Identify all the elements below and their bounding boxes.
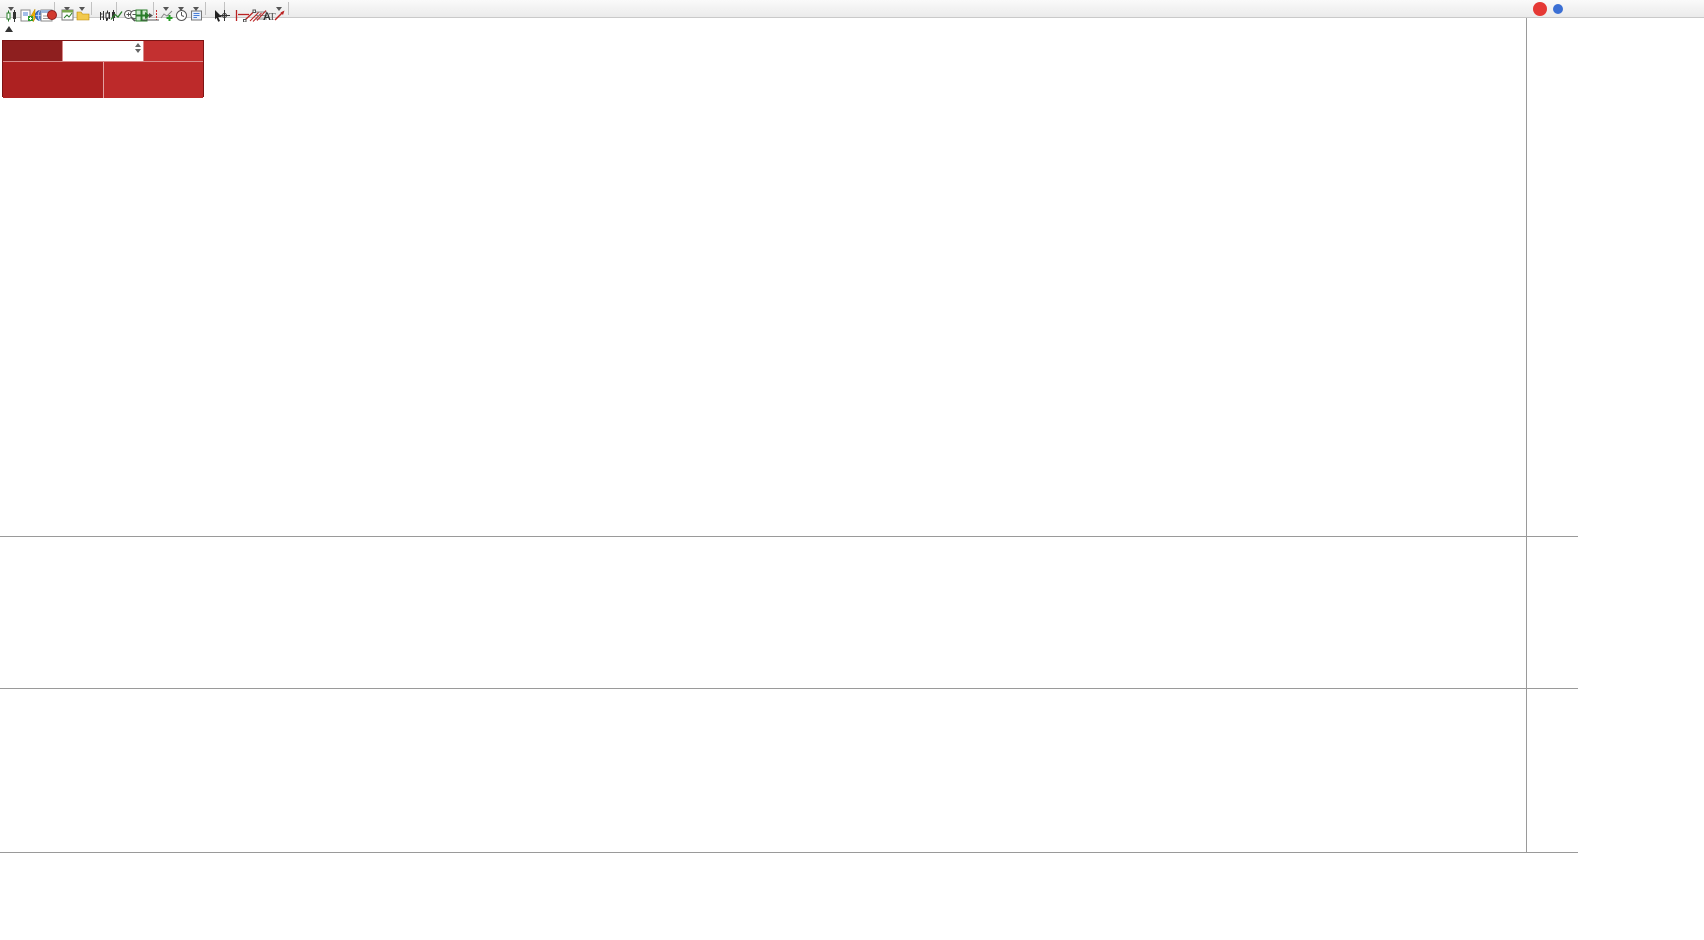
new-chart-button[interactable] — [58, 1, 74, 20]
volume-box — [63, 41, 143, 61]
label-tool-button[interactable]: T — [264, 1, 276, 22]
vertical-line-button[interactable] — [228, 1, 238, 21]
panel-separator — [0, 852, 1578, 853]
templates-button[interactable] — [187, 1, 202, 20]
auto-trading-button[interactable] — [43, 1, 57, 20]
trendline-button[interactable] — [240, 1, 256, 22]
chevron-down-icon — [163, 6, 169, 11]
sell-price-display[interactable] — [3, 62, 104, 98]
crosshair-button[interactable] — [215, 1, 230, 21]
text-tool-button[interactable]: A — [258, 1, 271, 22]
price-axis-border — [1526, 18, 1527, 852]
periods-button[interactable] — [172, 1, 187, 21]
symbol-ohlc-header — [5, 26, 50, 32]
toolbar-separator — [153, 2, 154, 15]
tile-windows-button[interactable] — [132, 1, 148, 21]
toolbar: A T — [0, 0, 1704, 22]
svg-text:T: T — [269, 11, 276, 22]
volume-input[interactable] — [65, 42, 133, 60]
buy-button[interactable] — [143, 41, 203, 61]
notification-badge[interactable] — [1533, 2, 1547, 16]
svg-text:A: A — [263, 11, 271, 22]
sell-button[interactable] — [3, 41, 63, 61]
fibonacci-button[interactable] — [252, 1, 267, 21]
panel-separator[interactable] — [0, 688, 1578, 689]
candlestick-button[interactable] — [101, 1, 115, 21]
spinner-up-icon[interactable] — [135, 43, 141, 47]
chevron-down-icon — [276, 6, 282, 11]
cursor-button[interactable] — [209, 1, 222, 22]
chevron-down-icon — [8, 6, 14, 11]
toolbar-separator — [205, 2, 206, 15]
one-click-trading-panel — [2, 40, 204, 98]
chevron-down-icon — [79, 6, 85, 11]
macd-indicator-panel[interactable] — [0, 536, 1526, 688]
channel-button[interactable] — [246, 1, 262, 22]
expert-advisors-button[interactable] — [25, 1, 39, 22]
volume-spinner[interactable] — [135, 43, 141, 53]
horizontal-line-button[interactable] — [234, 1, 249, 17]
community-icon[interactable] — [1553, 4, 1563, 14]
spinner-down-icon[interactable] — [135, 49, 141, 53]
collapse-panel-icon[interactable] — [5, 26, 13, 32]
buy-price-display[interactable] — [103, 62, 203, 98]
panel-separator[interactable] — [0, 536, 1578, 537]
chart-type-dropdown[interactable] — [2, 1, 17, 22]
chevron-down-icon — [178, 6, 184, 11]
toolbar-separator — [288, 2, 289, 15]
profiles-button[interactable] — [73, 1, 90, 20]
line-chart-button[interactable] — [107, 1, 123, 20]
chevron-down-icon — [193, 6, 199, 11]
new-order-button[interactable] — [17, 1, 33, 21]
main-price-chart[interactable] — [0, 18, 1526, 536]
toolbar-separator — [116, 2, 117, 15]
toolbar-separator — [54, 2, 55, 15]
rsi-indicator-panel[interactable] — [0, 688, 1526, 852]
indicators-button[interactable] — [157, 1, 173, 21]
chevron-down-icon — [64, 6, 70, 11]
toolbar-separator — [224, 2, 225, 15]
arrows-tool-button[interactable] — [270, 1, 285, 21]
chart-shift-button[interactable] — [144, 1, 159, 20]
toolbar-separator — [91, 2, 92, 15]
